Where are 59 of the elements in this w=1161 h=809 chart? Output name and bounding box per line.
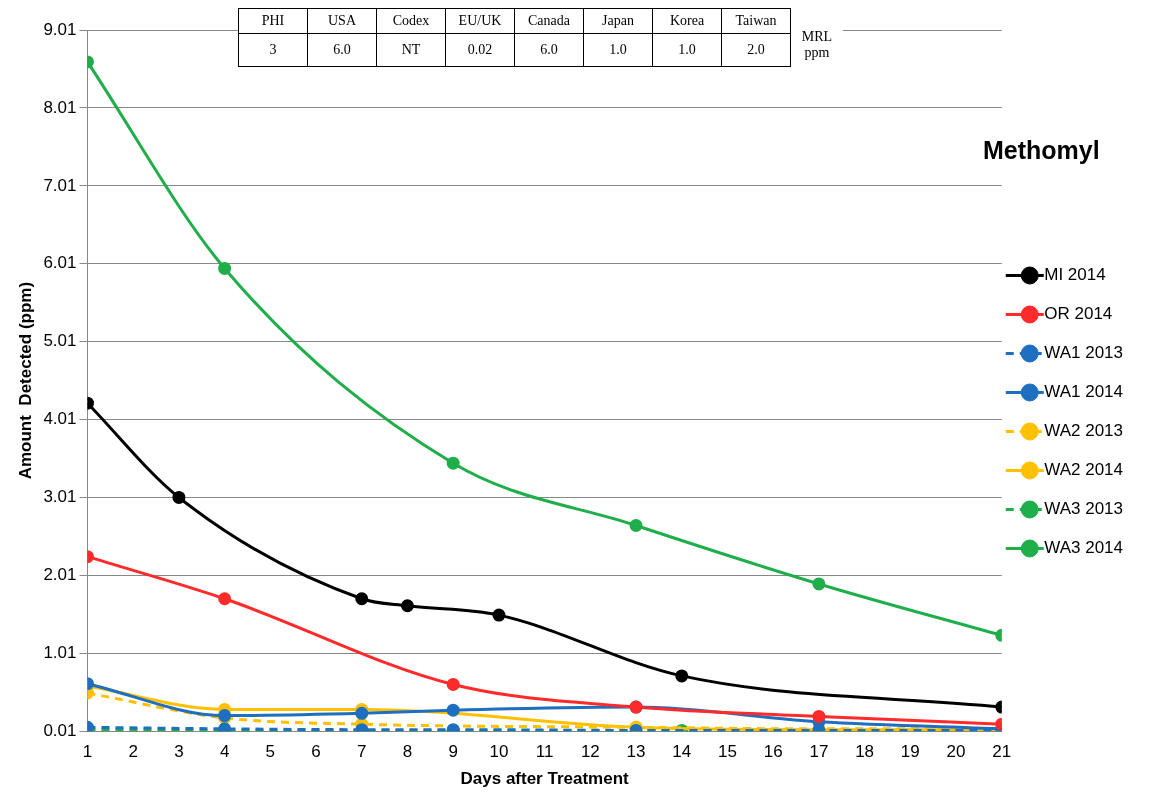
annotation: MRL ppm <box>800 29 834 62</box>
x-tick-label: 16 <box>763 742 783 762</box>
annotation: NT <box>376 33 446 67</box>
text: Japan <box>583 8 653 34</box>
annotation: 3 <box>238 33 308 67</box>
legend-label: WA3 2014 <box>1044 538 1123 558</box>
y-tick-label: 7.01 <box>43 175 77 195</box>
y-tick-label: 2.01 <box>43 565 77 585</box>
text: Canada <box>514 8 584 34</box>
x-tick-label: 8 <box>402 742 413 762</box>
legend-label: WA3 2013 <box>1044 499 1123 519</box>
x-tick-label: 17 <box>809 742 829 762</box>
x-tick-label: 19 <box>900 742 920 762</box>
y-tick-label: 5.01 <box>43 331 77 351</box>
annotation: 2.0 <box>721 33 791 67</box>
x-tick-label: 10 <box>489 742 509 762</box>
text: USA <box>307 8 377 34</box>
text: Methomyl <box>983 136 1100 165</box>
x-tick-label: 1 <box>82 742 93 762</box>
y-tick-label: 9.01 <box>43 19 77 39</box>
y-tick-label: 6.01 <box>43 253 77 273</box>
text: EU/UK <box>445 8 515 34</box>
annotation: 0.02 <box>445 33 515 67</box>
annotation: 1.0 <box>652 33 722 67</box>
y-tick-label: 8.01 <box>43 97 77 117</box>
legend-label: WA1 2014 <box>1044 382 1123 402</box>
y-tick-label: 1.01 <box>43 642 77 662</box>
legend-label: WA2 2013 <box>1044 421 1123 441</box>
x-tick-label: 9 <box>448 742 458 762</box>
x-tick-label: 20 <box>946 742 966 762</box>
legend-label: MI 2014 <box>1044 265 1106 285</box>
text: PHI <box>238 8 308 34</box>
y-tick-label: 0.01 <box>43 720 77 740</box>
x-tick-label: 18 <box>855 742 875 762</box>
x-tick-label: 11 <box>535 742 554 762</box>
x-tick-label: 5 <box>265 742 276 762</box>
annotation: 6.0 <box>307 33 377 67</box>
x-tick-label: 21 <box>992 742 1012 762</box>
x-axis-title: Days after Treatment <box>460 769 630 789</box>
legend-label: WA2 2014 <box>1044 460 1123 480</box>
text: Korea <box>652 8 722 34</box>
y-tick-label: 3.01 <box>43 487 77 507</box>
y-tick-label: 4.01 <box>43 409 77 429</box>
text: Taiwan <box>721 8 791 34</box>
x-tick-label: 2 <box>128 742 138 762</box>
x-tick-label: 14 <box>672 742 692 762</box>
annotation: 1.0 <box>583 33 653 67</box>
x-tick-label: 4 <box>219 742 230 762</box>
x-tick-label: 7 <box>357 742 367 762</box>
x-tick-label: 3 <box>174 742 184 762</box>
x-tick-label: 12 <box>580 742 600 762</box>
x-tick-label: 15 <box>718 742 737 762</box>
annotation: 6.0 <box>514 33 584 67</box>
legend-label: WA1 2013 <box>1044 343 1123 363</box>
x-tick-label: 6 <box>311 742 321 762</box>
text: Codex <box>376 8 446 34</box>
legend-label: OR 2014 <box>1044 304 1113 324</box>
y-axis-title: Amount Detected (ppm) <box>15 281 35 480</box>
x-tick-label: 13 <box>626 742 646 762</box>
